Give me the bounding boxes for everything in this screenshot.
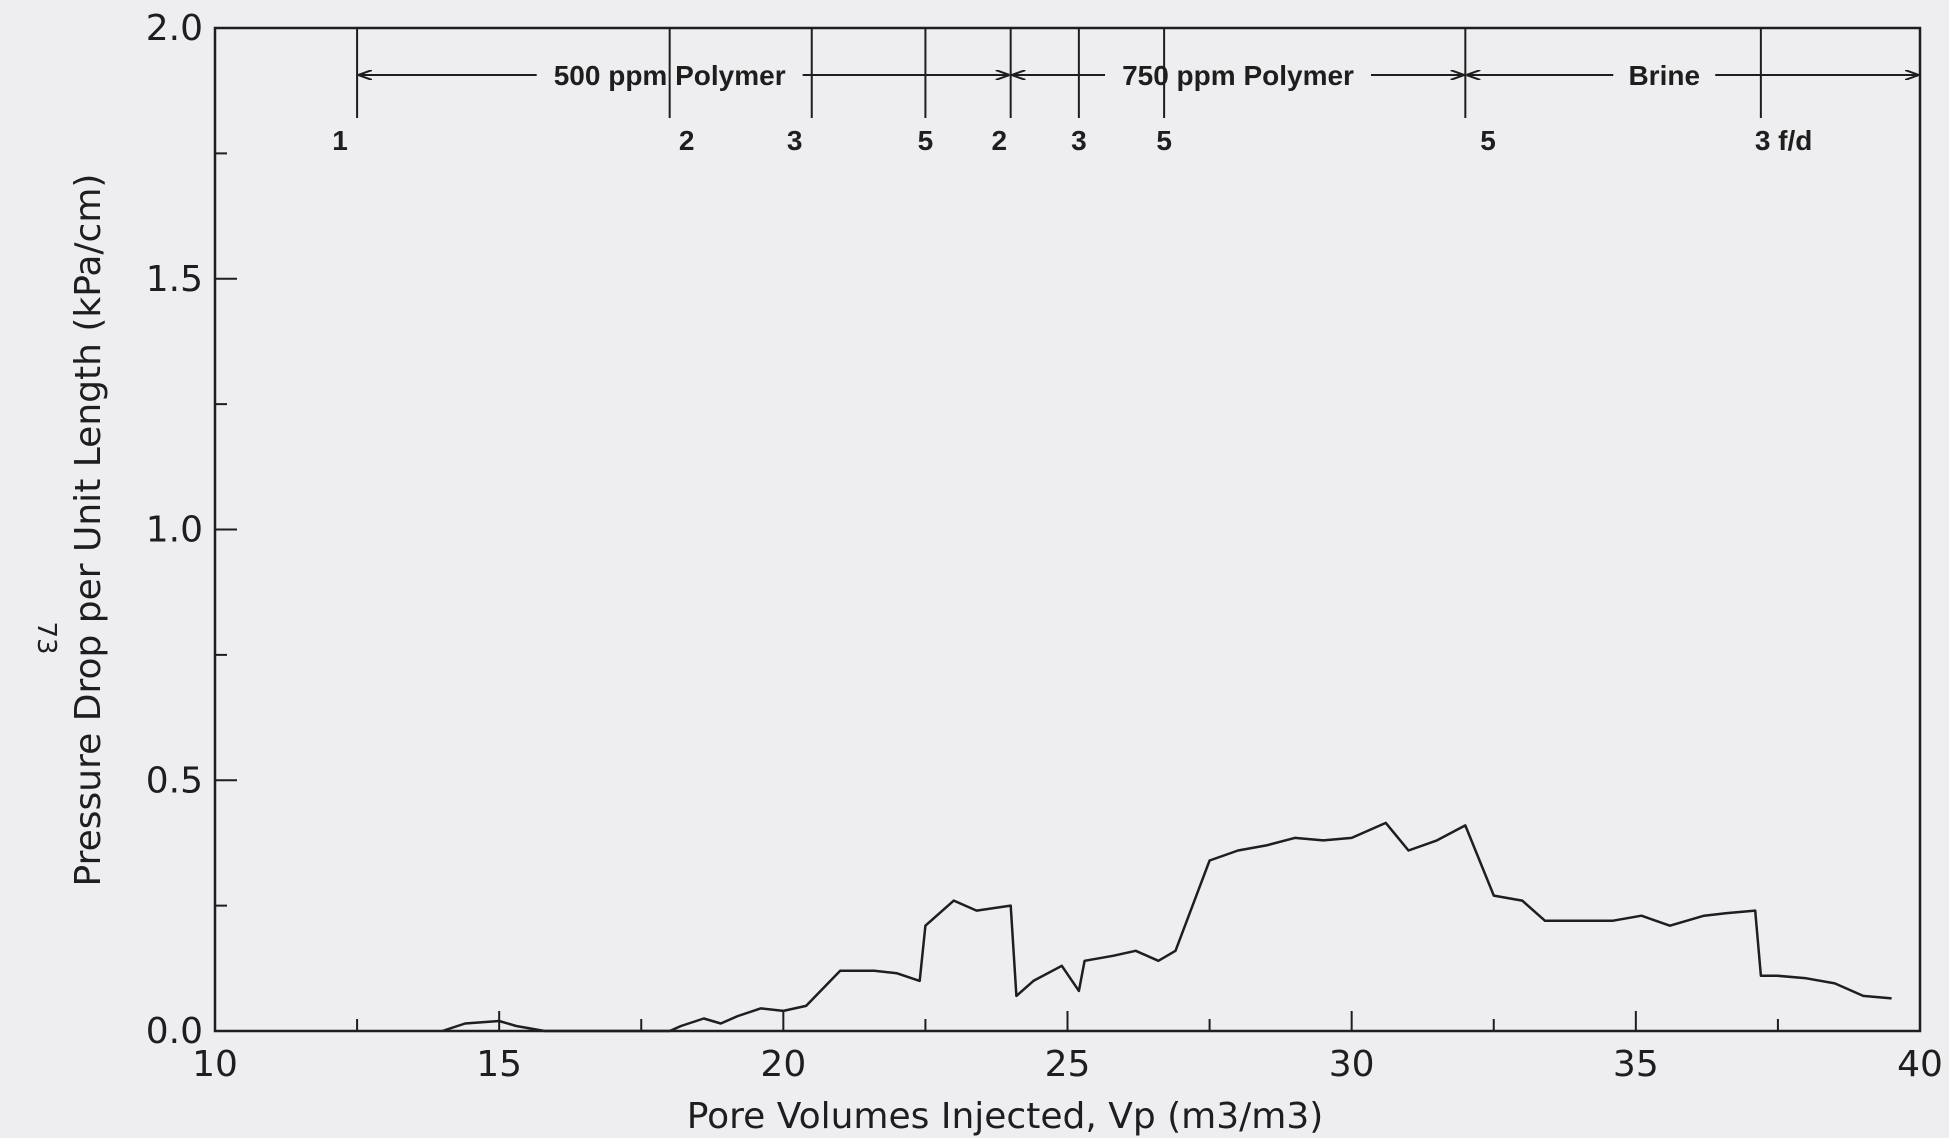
rate-marker-label: 5 bbox=[1480, 125, 1496, 156]
x-axis-label: Pore Volumes Injected, Vp (m3/m3) bbox=[687, 1096, 1324, 1137]
injection-range-label: Brine bbox=[1628, 60, 1700, 91]
x-tick-label: 20 bbox=[760, 1044, 806, 1085]
rate-marker-label: 2 bbox=[679, 125, 695, 156]
plot-frame bbox=[213, 26, 1922, 1033]
x-tick-label: 15 bbox=[476, 1044, 522, 1085]
x-tick-label: 10 bbox=[192, 1044, 238, 1085]
y-tick-label: 1.5 bbox=[146, 259, 203, 300]
pressure-drop-line bbox=[441, 821, 1892, 1033]
injection-range-label: 500 ppm Polymer bbox=[554, 60, 786, 91]
x-axis: 10 15 20 25 30 35 40 bbox=[192, 1011, 1943, 1085]
y-tick-label: 2.0 bbox=[146, 8, 203, 49]
rate-marker-label: 5 bbox=[918, 125, 934, 156]
rate-marker-label: 3 bbox=[1071, 125, 1087, 156]
rate-marker-label: 3 bbox=[787, 125, 803, 156]
y-tick-label: 1.0 bbox=[146, 510, 203, 551]
rate-marker-label: 3 f/d bbox=[1755, 125, 1813, 156]
y-axis: 0.0 0.5 1.0 1.5 2.0 bbox=[146, 8, 237, 1052]
injection-annotations: 1 2 3 5 2 3 5 5 3 f/d 500 ppm Polymer 750 ppm Poly… bbox=[332, 28, 1918, 156]
x-tick-label: 25 bbox=[1045, 1044, 1091, 1085]
y-tick-label: 0.0 bbox=[146, 1011, 203, 1052]
x-tick-label: 35 bbox=[1613, 1044, 1659, 1085]
rate-marker-label: 2 bbox=[992, 125, 1008, 156]
page-number: 73 bbox=[31, 621, 61, 654]
rate-marker-label: 1 bbox=[332, 125, 348, 156]
y-tick-label: 0.5 bbox=[146, 760, 203, 801]
rate-marker-label: 5 bbox=[1156, 125, 1172, 156]
injection-range-label: 750 ppm Polymer bbox=[1122, 60, 1354, 91]
x-tick-label: 40 bbox=[1897, 1044, 1943, 1085]
y-axis-label: Pressure Drop per Unit Length (kPa/cm) bbox=[68, 174, 109, 887]
x-tick-label: 30 bbox=[1329, 1044, 1375, 1085]
